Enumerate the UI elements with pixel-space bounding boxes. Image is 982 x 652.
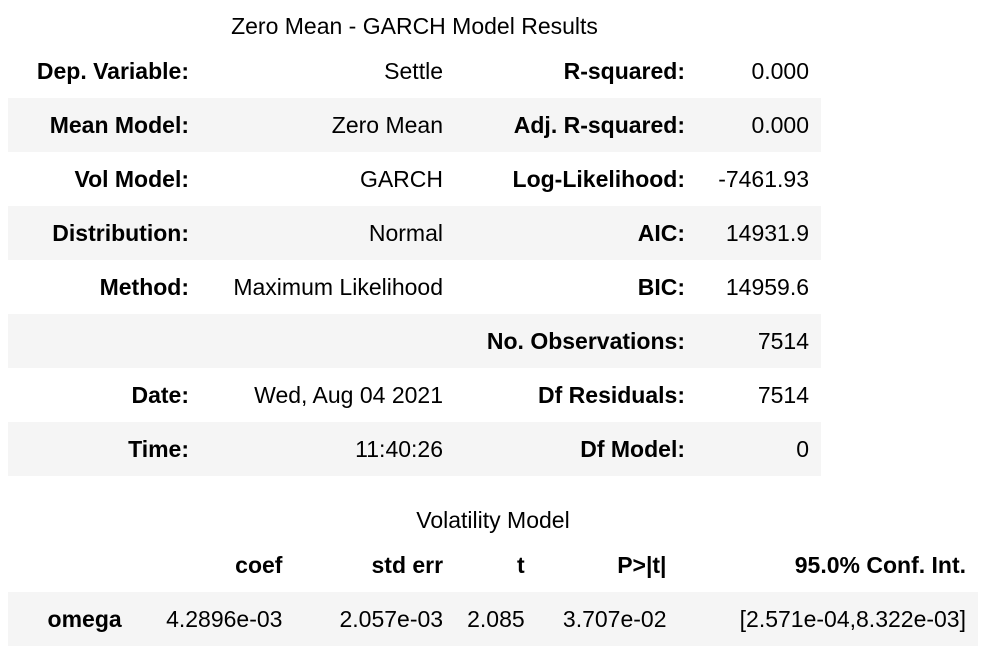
row-label: BIC: (637, 274, 685, 300)
row-value: Zero Mean (331, 112, 443, 138)
row-label: Log-Likelihood: (512, 166, 685, 192)
table-row: Date: Wed, Aug 04 2021 Df Residuals: 751… (8, 368, 821, 422)
row-value: 0 (796, 436, 809, 462)
row-label (8, 314, 201, 368)
table-row: Method: Maximum Likelihood BIC: 14959.6 (8, 260, 821, 314)
table-row: Time: 11:40:26 Df Model: 0 (8, 422, 821, 476)
column-header-p-value: P>|t| (617, 552, 667, 578)
table-row: No. Observations: 7514 (8, 314, 821, 368)
column-header-std-err: std err (371, 552, 444, 578)
row-value: Settle (384, 58, 443, 84)
row-value: Normal (368, 220, 443, 246)
row-value: GARCH (359, 166, 443, 192)
p-value: 3.707e-02 (562, 606, 667, 632)
param-name: omega (47, 606, 122, 632)
row-label: Adj. R-squared: (513, 112, 685, 138)
row-label: No. Observations: (486, 328, 685, 354)
column-header-coef: coef (235, 552, 283, 578)
t-value: 2.085 (467, 606, 525, 632)
model-results-table: Dep. Variable: Settle R-squared: 0.000 M… (8, 44, 821, 476)
table-row: Vol Model: GARCH Log-Likelihood: -7461.9… (8, 152, 821, 206)
row-value: 14959.6 (725, 274, 809, 300)
row-value: 7514 (757, 382, 809, 408)
coef-value: 4.2896e-03 (166, 606, 283, 632)
summary-table-caption: Zero Mean - GARCH Model Results (231, 13, 598, 39)
std-err-value: 2.057e-03 (339, 606, 444, 632)
row-value: -7461.93 (718, 166, 809, 192)
row-label: Date: (131, 382, 189, 408)
row-label: Mean Model: (49, 112, 189, 138)
row-label: Df Residuals: (538, 382, 685, 408)
table-row: Dep. Variable: Settle R-squared: 0.000 (8, 44, 821, 98)
row-value: 0.000 (751, 112, 809, 138)
table-row: omega 4.2896e-03 2.057e-03 2.085 3.707e-… (8, 592, 978, 646)
column-header-conf-int: 95.0% Conf. Int. (794, 552, 966, 578)
volatility-table-caption: Volatility Model (416, 507, 570, 533)
row-label: Time: (128, 436, 189, 462)
row-label: Distribution: (52, 220, 189, 246)
row-value (201, 314, 455, 368)
row-value: Maximum Likelihood (233, 274, 443, 300)
conf-int-value: [2.571e-04,8.322e-03] (739, 606, 966, 632)
row-value: 0.000 (751, 58, 809, 84)
row-value: Wed, Aug 04 2021 (254, 382, 443, 408)
row-label: Dep. Variable: (36, 58, 189, 84)
column-header (8, 538, 134, 592)
row-label: Method: (99, 274, 189, 300)
column-header-t: t (516, 552, 525, 578)
row-label: R-squared: (563, 58, 685, 84)
volatility-model-table: coef std err t P>|t| 95.0% Conf. Int. om… (8, 538, 978, 646)
table-row: Mean Model: Zero Mean Adj. R-squared: 0.… (8, 98, 821, 152)
row-value: 14931.9 (725, 220, 809, 246)
row-label: Df Model: (580, 436, 685, 462)
row-label: Vol Model: (74, 166, 189, 192)
table-header-row: coef std err t P>|t| 95.0% Conf. Int. (8, 538, 978, 592)
row-value: 7514 (757, 328, 809, 354)
row-value: 11:40:26 (355, 436, 443, 462)
table-row: Distribution: Normal AIC: 14931.9 (8, 206, 821, 260)
row-label: AIC: (637, 220, 685, 246)
